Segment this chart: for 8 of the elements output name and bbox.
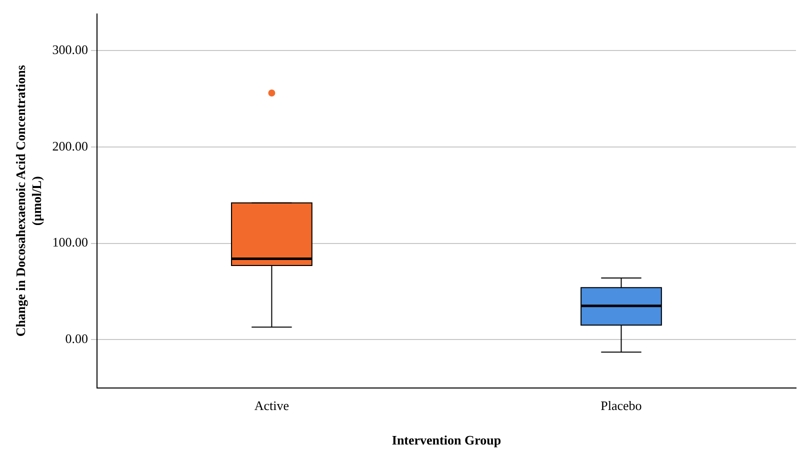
y-tick-label: 300.00 bbox=[52, 42, 88, 58]
y-tick-label: 100.00 bbox=[52, 234, 88, 250]
y-tick-label: 200.00 bbox=[52, 138, 88, 154]
x-axis-title: Intervention Group bbox=[392, 432, 502, 448]
x-tick-label: Active bbox=[254, 398, 290, 414]
y-axis-title: Change in Docosahexaenoic Acid Concentrations (µmol/L) bbox=[13, 65, 44, 337]
x-tick-label: Placebo bbox=[600, 398, 642, 414]
y-tick-label: 0.00 bbox=[65, 331, 88, 346]
